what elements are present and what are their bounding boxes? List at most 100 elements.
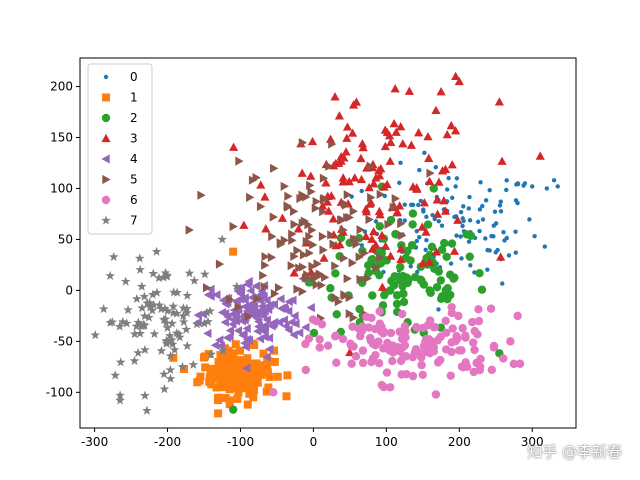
legend-marker	[101, 154, 110, 164]
data-point	[430, 322, 440, 332]
data-point	[171, 308, 182, 318]
data-point	[414, 228, 419, 234]
data-point	[470, 345, 479, 355]
data-point	[151, 246, 162, 256]
data-point	[344, 176, 354, 186]
data-point	[301, 322, 310, 332]
data-point	[234, 383, 243, 392]
data-point	[284, 325, 293, 335]
data-point	[318, 231, 328, 242]
data-point	[396, 254, 406, 264]
data-point	[467, 218, 473, 223]
data-point	[436, 276, 446, 285]
data-point	[421, 227, 431, 236]
data-point	[245, 389, 254, 398]
data-point	[504, 178, 509, 183]
series-7	[90, 234, 242, 415]
data-point	[544, 186, 550, 191]
legend-label: 1	[130, 91, 138, 105]
data-point	[401, 333, 410, 342]
data-point	[185, 225, 194, 235]
data-point	[433, 165, 439, 170]
data-point	[261, 224, 271, 233]
legend-item-1: 1	[102, 91, 138, 105]
data-point	[357, 139, 368, 148]
data-point	[309, 240, 318, 250]
data-point	[418, 258, 428, 267]
data-point	[453, 184, 458, 189]
data-point	[158, 272, 169, 282]
data-point	[413, 323, 422, 332]
data-point	[217, 373, 226, 382]
data-point	[242, 323, 251, 334]
data-point	[475, 268, 484, 278]
data-point	[454, 311, 463, 321]
data-point	[367, 357, 376, 367]
data-point	[301, 365, 311, 375]
data-point	[367, 313, 376, 323]
data-point	[501, 230, 506, 235]
data-point	[339, 225, 348, 235]
data-point	[222, 333, 232, 343]
data-point	[256, 180, 266, 189]
data-point	[504, 235, 509, 241]
data-point	[225, 325, 235, 336]
data-point	[491, 234, 496, 239]
data-point	[311, 203, 321, 213]
data-point	[417, 353, 426, 362]
legend-item-2: 2	[101, 111, 138, 125]
data-point	[165, 364, 176, 375]
legend-label: 6	[130, 193, 138, 207]
data-point	[485, 267, 490, 272]
x-tick-label: 0	[310, 435, 318, 449]
data-point	[532, 233, 537, 239]
data-point	[131, 321, 142, 331]
data-point	[214, 362, 223, 371]
data-point	[391, 194, 400, 204]
data-point	[462, 230, 471, 239]
data-point	[434, 177, 444, 186]
data-point	[331, 158, 341, 168]
data-point	[377, 282, 387, 291]
data-point	[238, 380, 247, 389]
data-point	[424, 335, 434, 344]
data-point	[290, 219, 299, 230]
data-point	[551, 178, 557, 183]
legend-item-4: 4	[101, 152, 138, 166]
data-point	[386, 328, 396, 338]
data-point	[212, 383, 221, 392]
data-point	[162, 270, 172, 280]
data-point	[401, 352, 411, 361]
data-point	[367, 234, 377, 243]
data-point	[168, 301, 179, 311]
data-point	[307, 187, 316, 197]
legend-item-3: 3	[101, 132, 138, 146]
data-point	[315, 335, 324, 344]
data-point	[244, 276, 253, 287]
data-point	[267, 252, 277, 262]
data-point	[265, 372, 274, 381]
data-point	[356, 225, 365, 235]
data-point	[182, 303, 192, 313]
data-point	[403, 246, 412, 256]
data-point	[359, 243, 365, 248]
data-point	[257, 306, 267, 317]
data-point	[298, 138, 308, 148]
data-point	[229, 350, 238, 359]
data-point	[498, 199, 503, 204]
data-point	[165, 373, 176, 383]
data-point	[466, 206, 471, 211]
data-point	[308, 315, 318, 324]
data-point	[369, 179, 379, 188]
data-point	[197, 190, 206, 200]
data-point	[262, 352, 271, 362]
data-point	[140, 390, 150, 400]
data-point	[356, 174, 367, 184]
data-point	[284, 297, 293, 307]
data-point	[241, 363, 251, 373]
data-point	[432, 195, 442, 204]
data-point	[389, 202, 398, 212]
data-point	[426, 168, 435, 178]
data-point	[398, 271, 408, 281]
data-point	[148, 268, 159, 278]
